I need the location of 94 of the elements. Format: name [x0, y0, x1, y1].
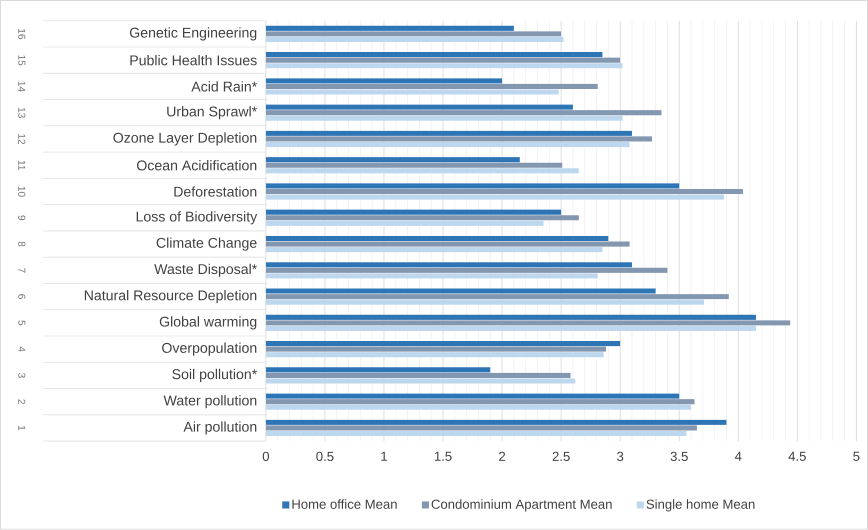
bar — [266, 262, 632, 268]
text: 10 — [18, 186, 26, 197]
text: 4 — [18, 346, 26, 352]
x-tick-label: 1 — [381, 452, 387, 461]
bar — [266, 37, 564, 42]
bar — [266, 346, 606, 352]
bar — [266, 58, 620, 63]
bar — [266, 314, 756, 320]
bar — [266, 189, 743, 194]
y-tick-label: Climate Change — [156, 238, 257, 251]
bar — [266, 116, 623, 121]
bar — [266, 210, 562, 215]
text: 1 — [18, 426, 26, 430]
bar — [266, 194, 724, 200]
y-tick-label: Air pollution — [183, 422, 256, 435]
text: 8 — [18, 242, 26, 247]
bar — [266, 26, 514, 31]
bar — [266, 184, 680, 189]
bar — [266, 367, 490, 373]
x-tick-label: 1.5 — [434, 452, 452, 462]
y-tick-label: Overpopulation — [162, 342, 256, 356]
text: 16 — [18, 29, 26, 40]
bar — [266, 236, 608, 242]
bar — [266, 431, 686, 436]
x-tick-label: 5 — [853, 452, 860, 462]
bar — [266, 242, 630, 247]
legend-label: Single home Mean — [646, 499, 754, 512]
bar — [266, 78, 502, 84]
text: 2 — [18, 400, 26, 404]
x-tick-label: 2.5 — [552, 452, 570, 462]
bar — [266, 131, 632, 136]
x-tick-label: 4.5 — [788, 452, 806, 462]
y-tick-label: Water pollution — [164, 395, 256, 408]
bar — [266, 31, 562, 37]
text: 6 — [18, 294, 26, 300]
bar — [266, 352, 604, 358]
bar — [266, 110, 662, 116]
x-tick-label: 4 — [734, 452, 742, 461]
x-tick-label: 3.5 — [670, 452, 688, 462]
bar — [266, 247, 602, 252]
y-tick-label: Waste Disposal* — [154, 264, 258, 278]
bar — [266, 326, 756, 332]
bar — [266, 90, 559, 95]
text: 3 — [18, 373, 26, 378]
bar — [266, 63, 623, 68]
legend-label: Condominium Apartment Mean — [432, 499, 612, 512]
y-tick-label: Soil pollution* — [172, 368, 257, 382]
bar — [266, 373, 571, 378]
legend-label: Home office Mean — [292, 499, 397, 510]
y-tick-label: Ocean Acidification — [136, 160, 256, 171]
bar — [266, 288, 656, 294]
y-tick-label: Deforestation — [174, 186, 256, 197]
y-tick-label: Global warming — [160, 316, 256, 330]
bar — [266, 268, 668, 273]
bar — [266, 404, 692, 410]
x-tick-label: 0.5 — [316, 452, 334, 462]
bar — [266, 300, 704, 305]
y-tick-label: Acid Rain* — [191, 81, 258, 92]
bar — [266, 426, 697, 431]
text: 15 — [18, 55, 26, 66]
bar — [266, 274, 598, 279]
text: 13 — [18, 108, 26, 118]
bar — [266, 168, 579, 174]
bar — [266, 399, 695, 404]
text: 12 — [18, 134, 26, 144]
text: 7 — [18, 268, 26, 273]
y-tick-label: Urban Sprawl* — [167, 106, 257, 120]
text: 11 — [18, 160, 26, 170]
x-tick-label: 0 — [262, 452, 270, 462]
bar — [266, 157, 520, 162]
y-tick-label: Genetic Engineering — [130, 27, 256, 41]
y-tick-label: Ozone Layer Depletion — [113, 132, 256, 146]
x-tick-label: 3 — [617, 452, 624, 462]
text: 14 — [18, 82, 26, 92]
bar — [266, 104, 573, 110]
bar — [266, 341, 620, 346]
bar — [266, 52, 602, 58]
bar — [266, 378, 576, 384]
bar — [266, 162, 562, 168]
text: 9 — [18, 216, 26, 220]
y-tick-label: Natural Resource Depletion — [84, 290, 256, 304]
bar — [266, 220, 544, 226]
bar — [266, 420, 726, 426]
text: 5 — [18, 320, 26, 326]
bar — [266, 136, 652, 142]
y-tick-label: Public Health Issues — [130, 55, 257, 66]
bar — [266, 320, 790, 326]
y-tick-label: Loss of Biodiversity — [136, 211, 258, 224]
x-tick-label: 2 — [499, 452, 506, 462]
bar — [266, 394, 680, 399]
bar — [266, 142, 630, 148]
bar — [266, 84, 598, 90]
bar — [266, 215, 579, 220]
bar — [266, 294, 729, 300]
